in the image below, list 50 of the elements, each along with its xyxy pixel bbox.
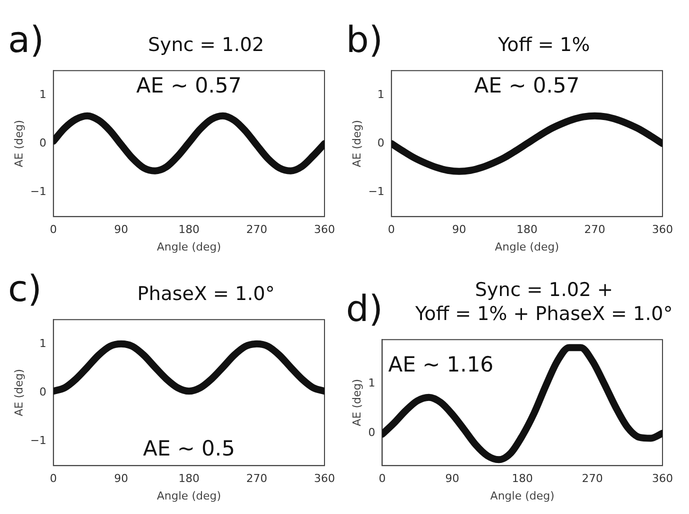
x-tick-label: 90 [114,472,128,486]
x-axis-title: Angle (deg) [494,240,560,254]
x-tick-label: 0 [50,223,57,236]
y-tick-label: 1 [39,336,46,350]
annotation: AE ~ 0.5 [142,436,235,461]
x-tick-label: 270 [246,472,268,486]
y-tick-label: 1 [39,88,46,101]
chart-title: PhaseX = 1.0° [136,282,276,307]
x-tick-label: 360 [314,472,335,486]
y-tick-label: 0 [39,385,46,398]
x-tick-label: 90 [114,223,128,236]
x-tick-label: 180 [512,472,533,486]
y-tick-label: 1 [377,88,384,101]
y-tick-label: −1 [30,185,46,198]
x-tick-label: 270 [584,223,606,236]
text: c) [8,269,43,310]
y-tick-label: 1 [368,376,376,390]
x-tick-label: 90 [445,472,460,486]
chart-title: Yoff = 1% [497,33,591,58]
x-tick-label: 270 [582,472,603,486]
chart-title: Sync = 1.02 + Yoff = 1% + PhaseX = 1.0° [414,278,674,327]
y-axis-title: AE (deg) [12,120,26,168]
y-axis-title: AE (deg) [350,378,364,426]
y-tick-label: 0 [377,136,384,150]
x-tick-label: 360 [314,223,335,236]
x-tick-label: 360 [652,472,673,486]
annotation: AE ~ 0.57 [136,74,242,98]
annotation: AE ~ 0.57 [474,74,580,98]
x-tick-label: 0 [388,223,395,236]
x-tick-label: 180 [516,223,538,236]
x-tick-label: 270 [246,223,268,236]
y-tick-label: −1 [368,185,384,198]
x-tick-label: 90 [452,223,466,236]
x-tick-label: 360 [652,223,673,236]
x-axis-title: Angle (deg) [490,489,554,502]
text: a) [8,20,46,61]
chart-title: Sync = 1.02 [146,33,266,58]
x-tick-label: 180 [178,472,200,486]
y-axis-title: AE (deg) [350,120,364,168]
annotation: AE ~ 1.16 [388,352,494,377]
y-tick-label: 0 [39,136,46,150]
x-tick-label: 0 [50,472,57,486]
text: b) [346,20,384,61]
text: d) [346,289,384,330]
x-tick-label: 180 [178,223,200,236]
y-tick-label: −1 [30,434,46,448]
x-axis-title: Angle (deg) [156,489,222,502]
y-tick-label: 0 [368,426,376,440]
y-axis-title: AE (deg) [12,368,26,416]
x-axis-title: Angle (deg) [156,240,222,254]
